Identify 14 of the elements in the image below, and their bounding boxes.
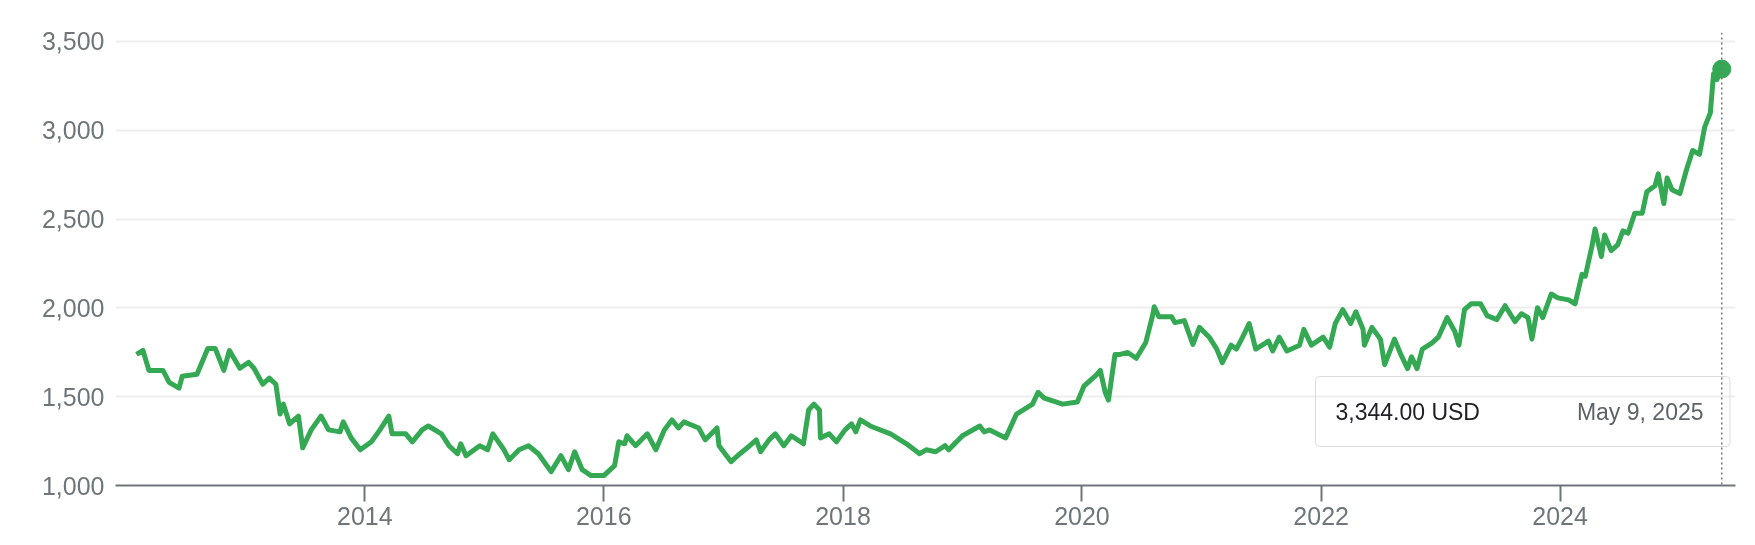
y-tick-label: 1,500 bbox=[41, 382, 105, 411]
y-tick-label: 3,500 bbox=[41, 27, 105, 56]
y-tick-label: 3,000 bbox=[41, 116, 105, 145]
x-tick-label: 2014 bbox=[337, 501, 393, 530]
y-tick-label: 2,000 bbox=[41, 293, 105, 322]
annotation: 3,344.00 USD bbox=[1335, 398, 1480, 425]
x-tick-label: 2024 bbox=[1532, 501, 1588, 530]
x-tick-label: 2018 bbox=[815, 501, 871, 530]
x-tick-label: 2022 bbox=[1293, 501, 1349, 530]
y-tick-label: 1,000 bbox=[41, 471, 105, 500]
annotation: May 9, 2025 bbox=[1576, 398, 1704, 425]
y-tick-label: 2,500 bbox=[41, 205, 105, 234]
x-tick-label: 2020 bbox=[1054, 501, 1110, 530]
x-tick-label: 2016 bbox=[575, 501, 632, 530]
